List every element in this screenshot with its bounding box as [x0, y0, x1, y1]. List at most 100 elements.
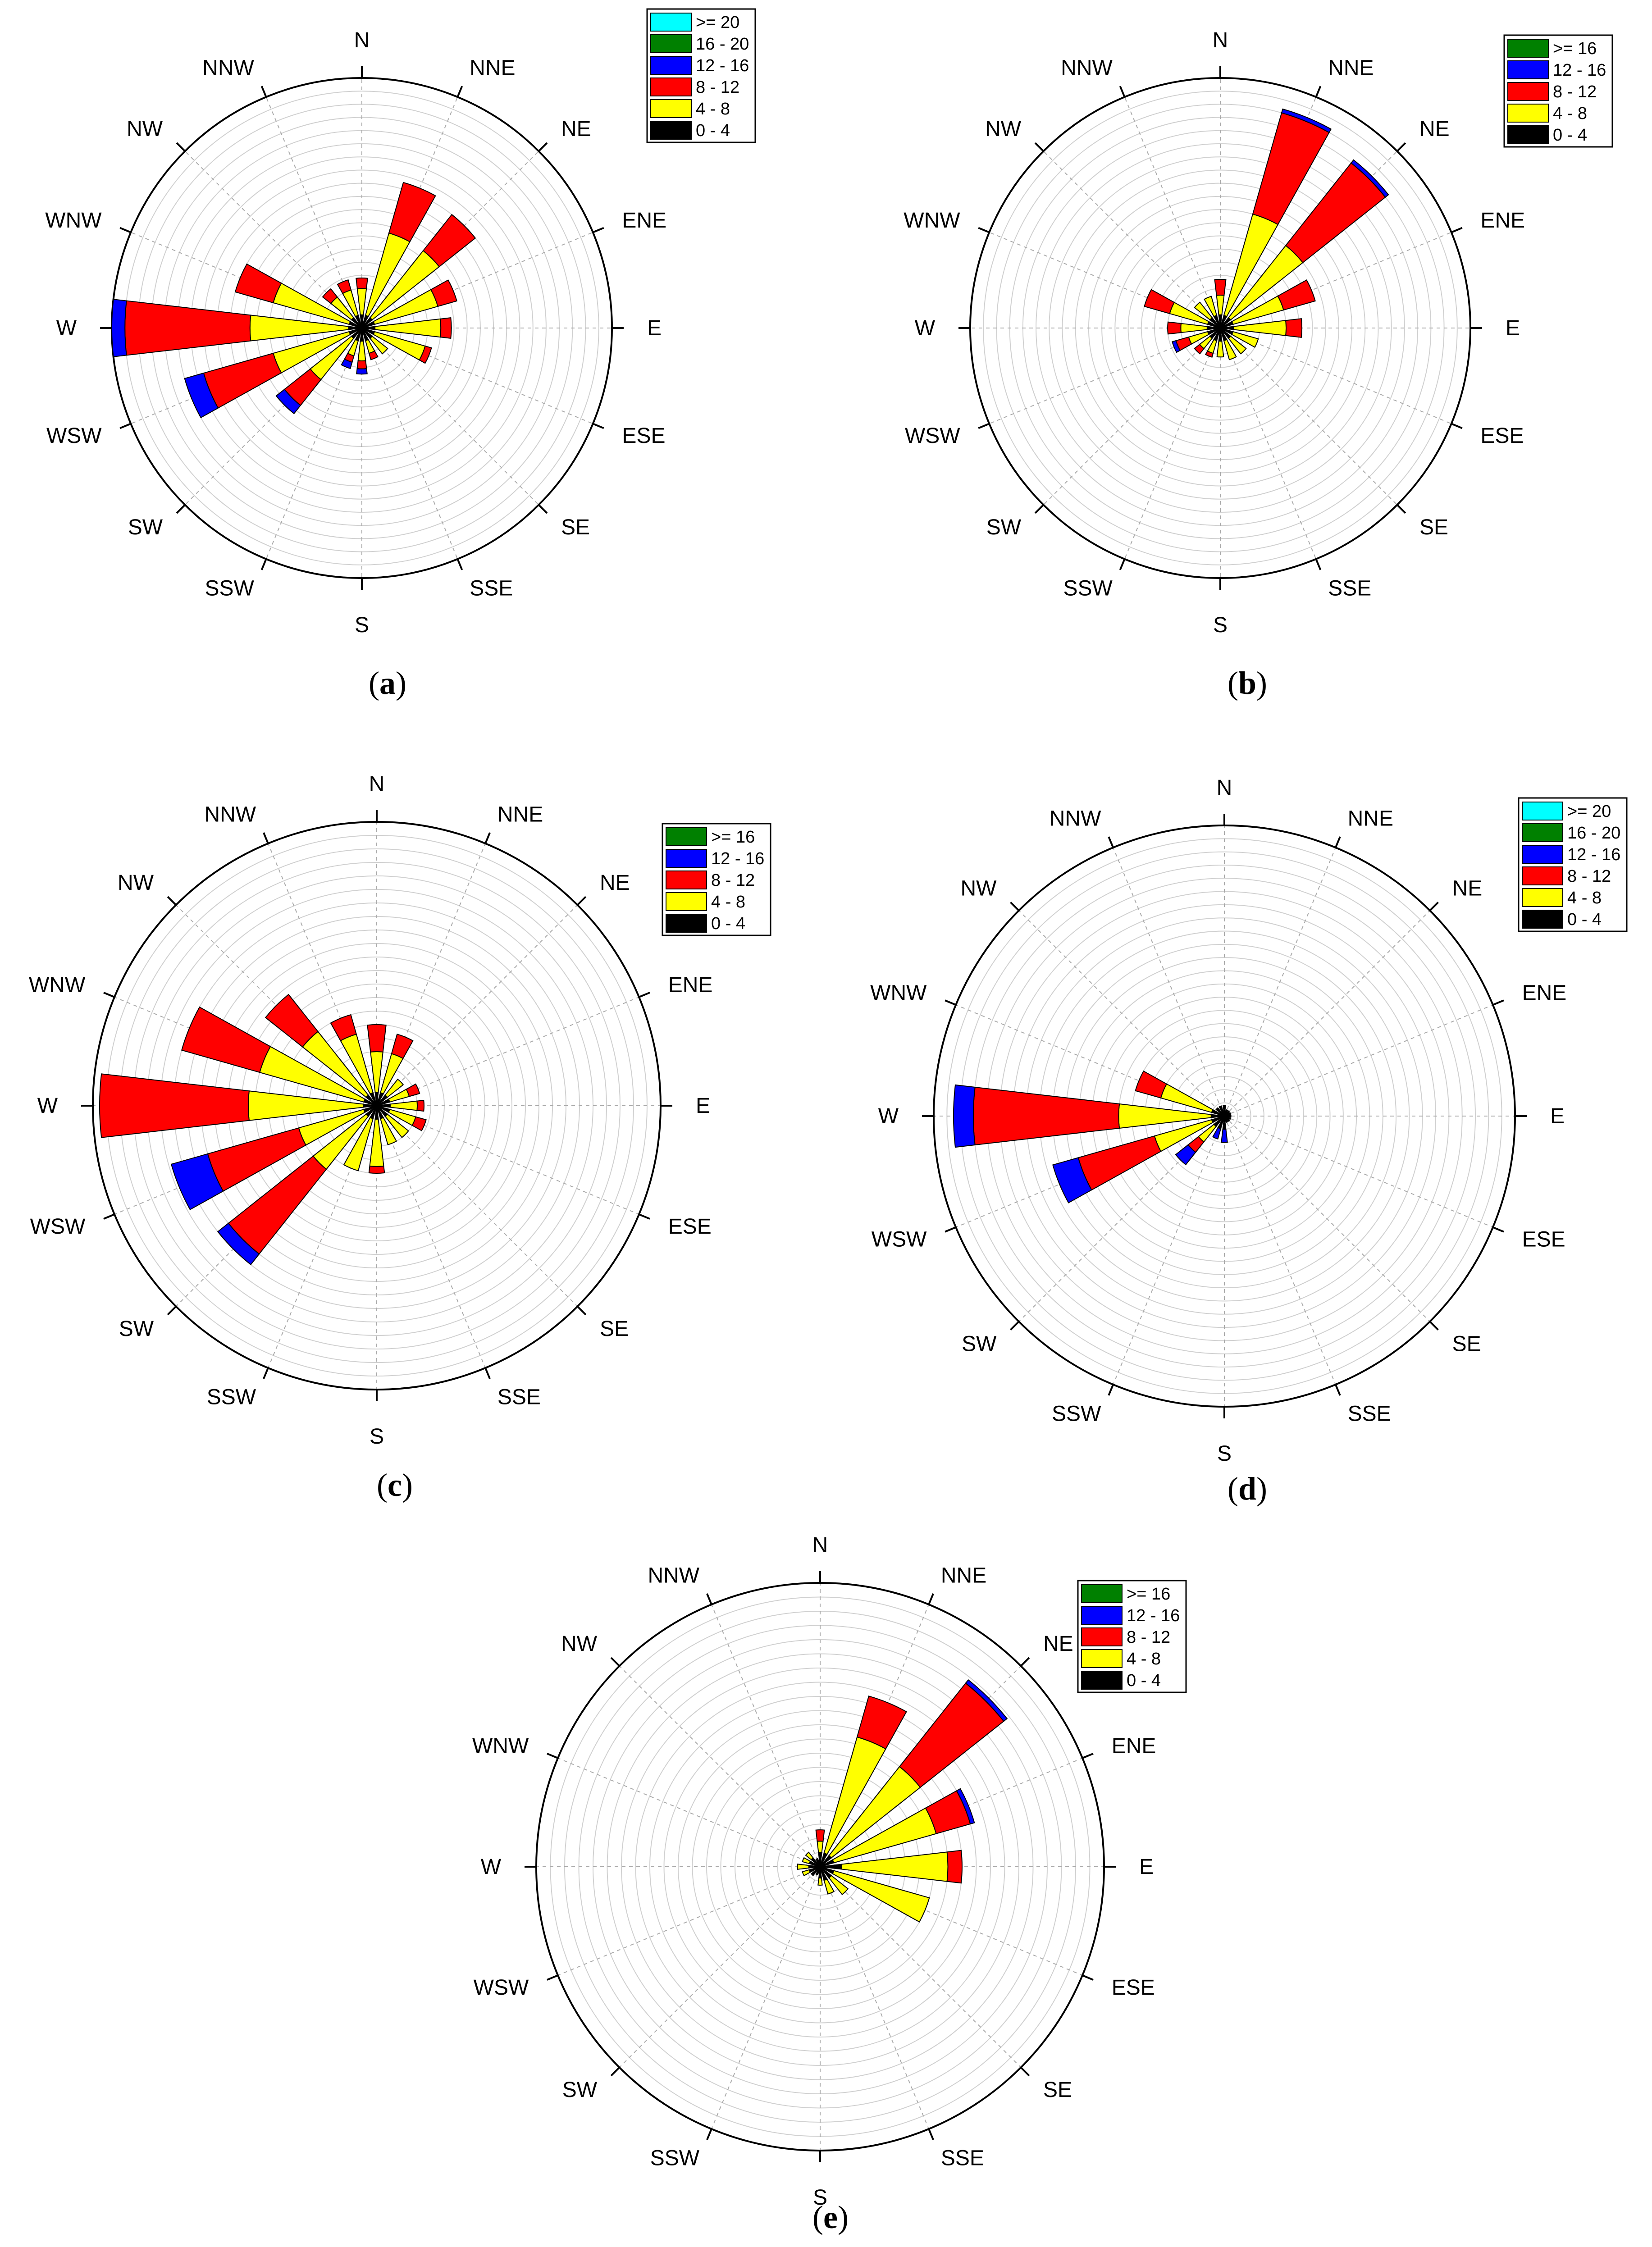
direction-tick [484, 832, 491, 844]
direction-tick [1429, 902, 1439, 912]
petal-segment [330, 1014, 357, 1042]
petal-segment [419, 345, 432, 364]
direction-tick [167, 896, 177, 906]
petal-segment [1194, 301, 1213, 321]
direction-tick [547, 1974, 558, 1981]
direction-label: NW [960, 876, 997, 900]
petal-segment [368, 350, 379, 360]
direction-label: ENE [622, 209, 666, 232]
direction-label: SSW [1063, 576, 1113, 600]
legend-label: 8 - 12 [1553, 82, 1597, 101]
petal-segment [369, 335, 388, 355]
direction-tick [456, 86, 463, 98]
direction-tick [592, 227, 604, 233]
direction-label: SSW [650, 2147, 700, 2170]
legend-label: 12 - 16 [711, 849, 764, 868]
grid-spoke [1224, 1004, 1493, 1117]
legend-a: >= 20 16 - 20 12 - 16 8 - 12 4 - 8 0 - 4 [646, 8, 756, 143]
wind-rose-b: N NNE NE ENE E ESE SE SSE S SSW SW WSW W WNW NW NNW >= … [904, 28, 1613, 701]
direction-label: NNW [648, 1563, 699, 1587]
polar-plot-a [100, 66, 624, 590]
direction-label: NW [985, 117, 1022, 141]
legend-label: 8 - 12 [1127, 1628, 1170, 1647]
legend-label: 8 - 12 [711, 871, 755, 890]
petal-segment [184, 372, 219, 419]
direction-label: SSW [205, 576, 254, 600]
direction-tick [1119, 86, 1126, 98]
grid-ring [1036, 143, 1405, 513]
direction-label: ENE [1112, 1734, 1156, 1758]
direction-labels-b: N NNE NE ENE E ESE SE SSE S SSW SW WSW W WNW NW NNW [904, 28, 1525, 637]
grid-spoke [1043, 328, 1221, 506]
direction-tick [592, 423, 604, 429]
petal-segment [170, 1153, 224, 1210]
petal-segment [856, 1696, 907, 1750]
direction-label: SW [962, 1332, 997, 1356]
direction-tick [1492, 999, 1504, 1006]
direction-label: W [37, 1094, 58, 1118]
legend-label: 16 - 20 [1567, 824, 1620, 843]
grid-spoke [1224, 847, 1336, 1117]
legend-swatch [666, 892, 707, 911]
legend-label: 16 - 20 [696, 35, 749, 54]
petal-segment [234, 263, 282, 304]
direction-label: N [369, 772, 385, 796]
grid-ring [649, 1696, 991, 2037]
direction-tick [1108, 836, 1114, 848]
direction-tick [1451, 423, 1463, 429]
direction-tick [263, 1367, 269, 1379]
petal-segment [828, 1875, 849, 1896]
petal-segment [953, 1084, 976, 1148]
direction-tick [1034, 142, 1044, 152]
petal-segment [817, 1877, 823, 1886]
legend-label: 8 - 12 [696, 78, 739, 97]
petal-segment [391, 1034, 414, 1059]
grid-spoke [1220, 232, 1452, 328]
legend-swatch [650, 13, 692, 32]
grid-spoke [361, 328, 593, 424]
petal-segment [815, 1858, 821, 1867]
legend-swatch [666, 914, 707, 933]
direction-label: SSE [941, 2147, 984, 2170]
direction-label: NW [118, 871, 154, 895]
direction-tick [1010, 1321, 1020, 1331]
legend-swatch [1522, 888, 1563, 907]
direction-tick [263, 832, 269, 844]
direction-tick [639, 992, 650, 998]
legend-label: 0 - 4 [1553, 126, 1587, 145]
petal-segment [832, 1870, 930, 1923]
direction-label: NNE [941, 1563, 986, 1587]
direction-tick [1010, 902, 1020, 912]
grid-spoke [1113, 847, 1225, 1117]
direction-label: ESE [622, 424, 665, 448]
legend-label: 0 - 4 [696, 121, 730, 140]
grid-spoke [1220, 328, 1398, 506]
legend-swatch [666, 849, 707, 868]
direction-label: N [1213, 28, 1228, 52]
direction-label: NNW [1061, 56, 1113, 80]
petal-segment [1175, 1144, 1196, 1166]
caption-c: (c) [377, 1467, 413, 1503]
petal-segment [1052, 1157, 1092, 1203]
direction-label: SE [1419, 515, 1448, 539]
grid-spoke [184, 150, 362, 328]
grid-ring [663, 1710, 977, 2024]
petal-segment [322, 288, 338, 304]
petal-segment [1205, 350, 1214, 358]
direction-labels-d: N NNE NE ENE E ESE SE SSE S SSW SW WSW W WNW NW NNW [870, 776, 1566, 1466]
direction-tick [1034, 504, 1044, 514]
petal-segment [368, 1166, 385, 1174]
legend-label: 12 - 16 [1127, 1606, 1180, 1625]
direction-label: WNW [472, 1734, 529, 1758]
direction-label: SSW [207, 1386, 256, 1409]
grid-spoke [1043, 150, 1221, 328]
legend-swatch [1081, 1584, 1123, 1603]
petal-segment [99, 1073, 250, 1138]
direction-label: N [1217, 776, 1232, 800]
direction-tick [103, 1213, 115, 1220]
direction-label: NNW [204, 802, 256, 826]
grid-spoke [361, 328, 458, 560]
legend-swatch [650, 34, 692, 53]
direction-label: NE [1419, 117, 1450, 141]
